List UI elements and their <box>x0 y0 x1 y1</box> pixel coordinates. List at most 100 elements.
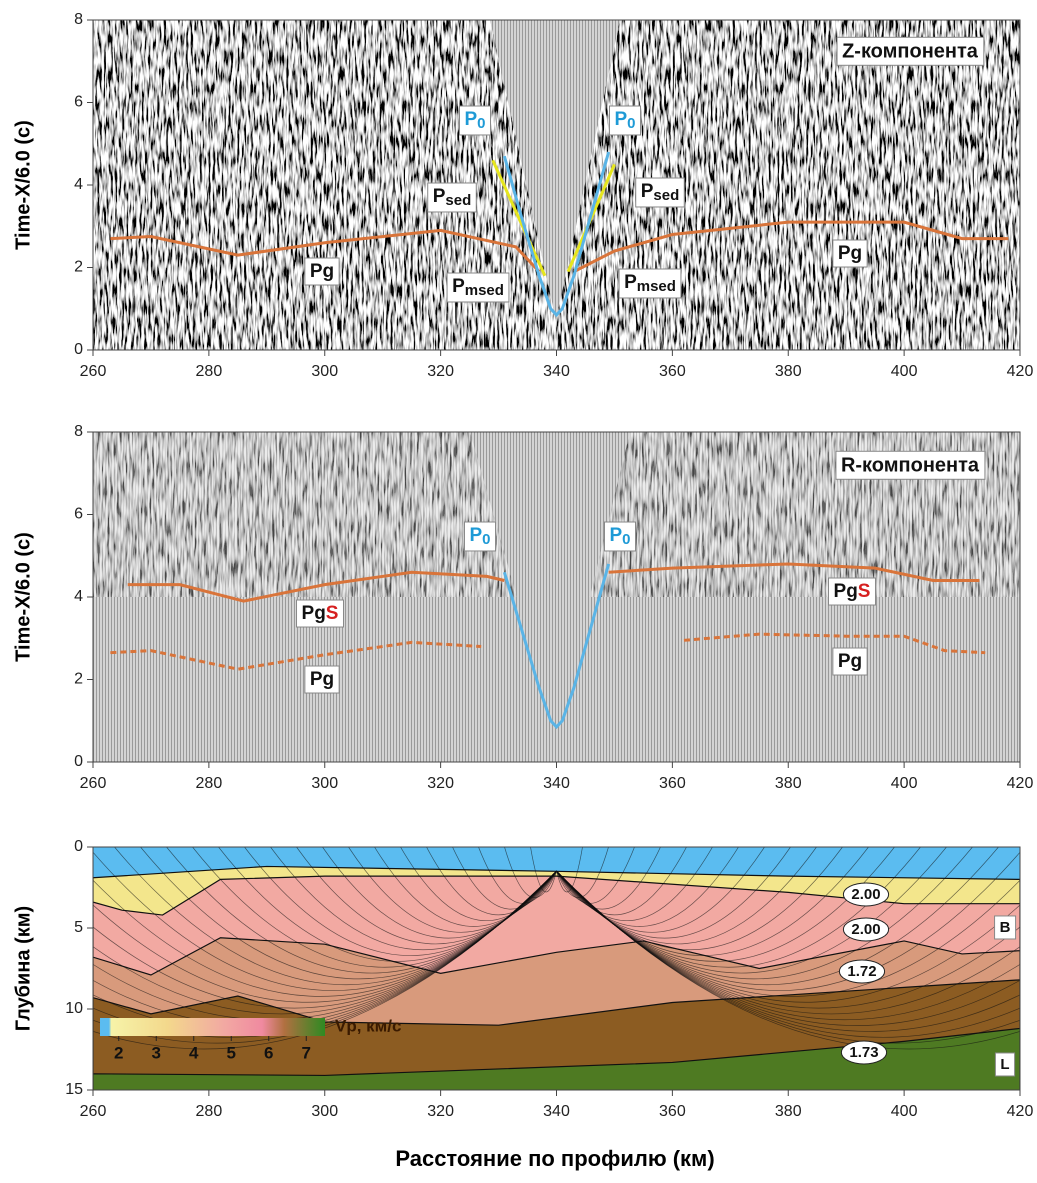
colorbar-tick-label: 7 <box>302 1043 311 1062</box>
x-tick-label: 340 <box>543 1103 570 1120</box>
y-tick-label: 10 <box>65 1000 83 1017</box>
phase-label: 1.72 <box>847 963 876 980</box>
x-tick-label: 260 <box>80 775 107 792</box>
label-emphasis: S <box>326 603 339 624</box>
label-emphasis: S <box>858 581 871 602</box>
label-main: Pg <box>302 603 326 624</box>
x-tick-label: 380 <box>775 1103 802 1120</box>
y-tick-label: 4 <box>74 176 83 193</box>
label-background <box>840 1040 888 1065</box>
y-tick-label: 8 <box>74 11 83 28</box>
label-main: P <box>433 186 446 207</box>
x-tick-label: 420 <box>1007 775 1034 792</box>
ray-path <box>556 847 687 916</box>
phase-label: P0 <box>614 109 635 132</box>
label-subscript: 0 <box>622 531 630 548</box>
seismic-section-r <box>93 432 1020 762</box>
travel-time-curve <box>608 562 980 582</box>
label-subscript: sed <box>445 192 471 209</box>
travel-time-curve <box>110 228 541 273</box>
x-tick-label: 360 <box>659 1103 686 1120</box>
label-background <box>296 599 344 628</box>
x-tick-label: 320 <box>427 1103 454 1120</box>
colorbar-label: Vp, км/с <box>335 1016 401 1035</box>
phase-label: 2.00 <box>851 886 880 903</box>
y-tick-label: 5 <box>74 919 83 936</box>
x-tick-label: 360 <box>659 775 686 792</box>
label-subscript: 0 <box>482 531 490 548</box>
label-main: P <box>469 525 482 546</box>
label-subscript: sed <box>653 187 679 204</box>
x-tick-label: 380 <box>775 775 802 792</box>
ray-path <box>426 847 557 916</box>
x-tick-label: 300 <box>311 775 338 792</box>
ray-path <box>556 847 635 904</box>
travel-time-curve <box>573 220 1009 273</box>
label-background <box>842 882 890 907</box>
label-background <box>835 450 986 480</box>
label-main: P <box>609 525 622 546</box>
x-tick-label: 260 <box>80 1103 107 1120</box>
panel <box>110 151 1009 318</box>
x-tick-label: 400 <box>891 363 918 380</box>
x-tick-label: 280 <box>196 775 223 792</box>
y-tick-label: 6 <box>74 506 83 523</box>
phase-label: Pg <box>838 243 862 264</box>
label-main: 2.00 <box>851 886 880 903</box>
y-axis-title: Time-X/6.0 (с) <box>12 532 34 662</box>
x-tick-label: 300 <box>311 1103 338 1120</box>
colorbar-tick-label: 4 <box>189 1043 199 1062</box>
x-tick-label: 360 <box>659 363 686 380</box>
phase-label: P0 <box>609 525 630 548</box>
label-background <box>458 105 492 136</box>
y-axis-title: Time-X/6.0 (с) <box>12 120 34 250</box>
label-background <box>463 521 497 552</box>
phase-label: Pg <box>310 669 334 690</box>
panel-title: R-компонента <box>841 454 980 476</box>
label-background <box>603 521 637 552</box>
phase-label: L <box>1000 1056 1009 1073</box>
travel-time-curve <box>502 151 611 318</box>
label-background <box>427 182 477 213</box>
phase-label: PgS <box>302 603 339 624</box>
label-background <box>832 239 868 268</box>
ray-path <box>556 870 1020 1050</box>
phase-label: PgS <box>834 581 871 602</box>
x-axis-title: Расстояние по профилю (км) <box>395 1146 714 1171</box>
y-tick-label: 0 <box>74 753 83 770</box>
x-tick-label: 420 <box>1007 1103 1034 1120</box>
ray-path <box>556 847 661 910</box>
label-main: Pg <box>834 581 858 602</box>
label-subscript: msed <box>465 282 504 299</box>
panel-title: Z-компонента <box>842 40 979 62</box>
travel-time-curve <box>502 563 611 730</box>
x-tick-label: 280 <box>196 363 223 380</box>
phase-label: Pg <box>310 261 334 282</box>
phase-label: Pmsed <box>452 276 504 299</box>
label-main: 1.73 <box>849 1044 878 1061</box>
y-tick-label: 6 <box>74 94 83 111</box>
phase-label: 2.00 <box>851 921 880 938</box>
ray-path <box>93 870 557 1050</box>
label-main: Pg <box>310 669 334 690</box>
y-tick-label: 0 <box>74 838 83 855</box>
colorbar <box>100 1018 325 1036</box>
phase-label: Pmsed <box>624 272 676 295</box>
label-background <box>304 257 340 286</box>
label-background <box>832 647 868 676</box>
colorbar-tick-label: 3 <box>152 1043 161 1062</box>
phase-label: B <box>1000 919 1011 936</box>
y-tick-label: 8 <box>74 423 83 440</box>
x-tick-label: 320 <box>427 775 454 792</box>
y-tick-label: 4 <box>74 588 83 605</box>
label-background <box>608 105 642 136</box>
panel <box>110 562 986 730</box>
x-tick-label: 340 <box>543 363 570 380</box>
label-main: 1.72 <box>847 963 876 980</box>
label-background <box>618 268 682 299</box>
x-tick-label: 340 <box>543 775 570 792</box>
label-subscript: msed <box>637 278 676 295</box>
y-tick-label: 2 <box>74 671 83 688</box>
phase-label: Psed <box>641 181 680 204</box>
phase-label: P0 <box>464 109 485 132</box>
